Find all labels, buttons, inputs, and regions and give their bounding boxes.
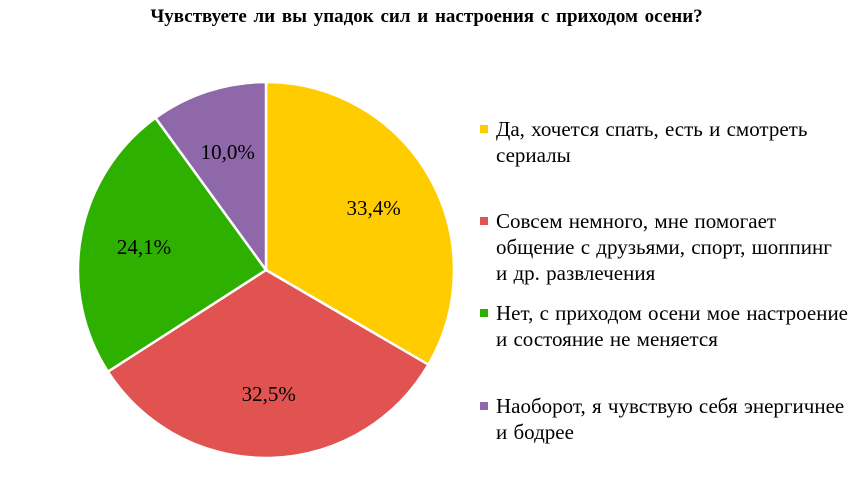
pie-slice-more-energetic	[154, 80, 268, 272]
pie-slice-yes-sleepy	[264, 80, 456, 366]
legend-label-yes-sleepy: Да, хочется спать, есть и смотреть сериа…	[496, 117, 808, 167]
pie-slice-a-little	[106, 268, 430, 460]
legend-swatch-a-little	[480, 217, 488, 225]
legend-swatch-no-change	[480, 309, 488, 317]
slice-label-no-change: 24,1%	[116, 235, 172, 260]
chart-title: Чувствуете ли вы упадок сил и настроения…	[150, 6, 703, 27]
pie-slice-no-change	[76, 116, 268, 373]
legend-label-more-energetic: Наоборот, я чувствую себя энергичнее и б…	[496, 394, 845, 444]
slice-label-more-energetic: 10,0%	[200, 140, 255, 164]
pie-slices	[76, 80, 456, 460]
legend-swatch-yes-sleepy	[480, 125, 488, 133]
legend-label-no-change: Нет, с приходом осени мое настроение и с…	[496, 301, 849, 351]
slice-label-a-little: 32,5%	[241, 382, 296, 406]
slice-label-yes-sleepy: 33,4%	[346, 196, 401, 221]
legend-swatch-more-energetic	[480, 402, 488, 410]
legend-label-a-little: Совсем немного, мне помогает общение с д…	[496, 209, 832, 285]
